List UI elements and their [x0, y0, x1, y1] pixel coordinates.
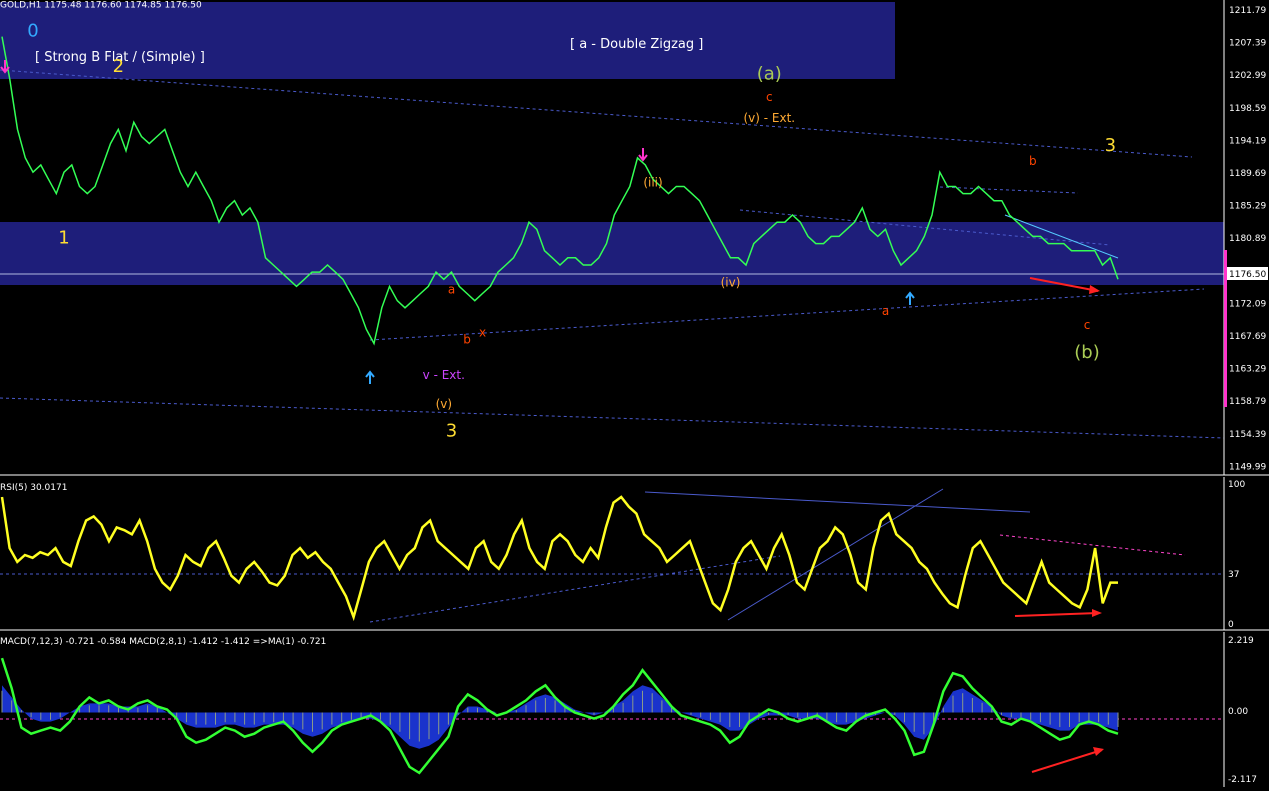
rsi-series-line [0, 495, 1118, 622]
price-tick-label: 1172.09 [1229, 299, 1266, 309]
macd-tick-top: 2.219 [1228, 636, 1254, 646]
rsi-tick-37: 37 [1228, 570, 1239, 580]
current-price-tag [1226, 267, 1268, 280]
price-tick-label: 1207.39 [1229, 39, 1266, 49]
trendline-lower [0, 397, 1225, 439]
price-panel: GOLD,H1 1175.48 1176.60 1174.85 1176.50 … [0, 0, 1269, 476]
price-tick-label: 1180.89 [1229, 234, 1266, 244]
trendline-channel [739, 209, 1111, 246]
price-tick-label: 1211.79 [1229, 6, 1266, 16]
current-price-label: 1176.50 [1229, 270, 1266, 280]
trendline-wedge [1004, 214, 1119, 259]
rsi-tick-0: 0 [1228, 620, 1234, 630]
macd-signal-line [0, 657, 1119, 775]
box-strong-b-flat [0, 2, 895, 79]
arrow-up-icon [905, 291, 915, 305]
macd-tick-zero: 0.00 [1228, 707, 1248, 717]
wave-label: v - Ext. [423, 368, 465, 382]
trendline-upper [0, 69, 1193, 158]
red-arrow-icon [1029, 277, 1099, 292]
price-tick-label: 1189.69 [1229, 169, 1266, 179]
wave-label: (iv) [721, 275, 741, 289]
wave-label: (v) - Ext. [743, 111, 795, 125]
range-marker [1224, 250, 1227, 407]
wave-label: 0 [27, 21, 38, 42]
red-arrow-icon [1014, 612, 1099, 617]
wave-label: a [448, 283, 455, 297]
price-axis-ticks: 1211.79 1207.39 1202.99 1198.59 1194.19 1189.… [1229, 6, 1266, 472]
trendline-short [939, 186, 1079, 194]
wave-label: (a) [757, 63, 782, 84]
instrument-header: GOLD,H1 1175.48 1176.60 1174.85 1176.50 [0, 1, 202, 11]
price-tick-label: 1158.79 [1229, 397, 1266, 407]
wave-label: x [479, 325, 486, 339]
price-tick-label: 1163.29 [1229, 365, 1266, 375]
wave-label: 1 [58, 228, 69, 249]
macd-panel: MACD(7,12,3) -0.721 -0.584 MACD(2,8,1) -… [0, 632, 1257, 787]
box-range-band [0, 222, 1224, 285]
macd-tick-bottom: -2.117 [1228, 775, 1257, 785]
price-tick-label: 1194.19 [1229, 136, 1266, 146]
price-tick-label: 1149.99 [1229, 462, 1266, 472]
price-series-line [1, 36, 1119, 346]
trendline-mid [369, 288, 1205, 341]
wave-label: b [1029, 154, 1037, 168]
red-arrow-head-icon [1093, 747, 1104, 756]
rsi-trendline-rising [727, 488, 944, 621]
wave-label: b [463, 333, 471, 347]
rsi-tick-100: 100 [1228, 480, 1245, 490]
rsi-title: RSI(5) 30.0171 [0, 483, 67, 493]
red-arrow-head-icon [1092, 609, 1102, 617]
price-tick-label: 1202.99 [1229, 71, 1266, 81]
wave-label: 2 [113, 56, 124, 77]
rsi-trendline-top [644, 491, 1031, 513]
wave-label: 3 [1105, 135, 1116, 156]
wave-label: c [766, 90, 773, 104]
red-arrow-head-icon [1089, 285, 1100, 294]
box-label-double-zigzag: [ a - Double Zigzag ] [570, 37, 703, 52]
macd-title: MACD(7,12,3) -0.721 -0.584 MACD(2,8,1) -… [0, 637, 326, 647]
price-tick-label: 1167.69 [1229, 332, 1266, 342]
wave-label: (v) [436, 397, 452, 411]
arrow-up-icon [365, 370, 375, 384]
rsi-trendline-pink [999, 534, 1186, 556]
arrow-down-icon [0, 60, 10, 74]
price-tick-label: 1198.59 [1229, 104, 1266, 114]
wave-label: (b) [1074, 342, 1099, 363]
price-tick-label: 1185.29 [1229, 202, 1266, 212]
arrow-down-icon [638, 148, 648, 162]
rsi-panel: RSI(5) 30.0171 100 37 0 [0, 477, 1269, 631]
wave-label: c [1084, 318, 1091, 332]
wave-label: 3 [446, 420, 457, 441]
red-arrow-icon [1031, 749, 1103, 773]
wave-label: a [882, 304, 889, 318]
box-label-strong-b-flat: [ Strong B Flat / (Simple) ] [35, 50, 205, 65]
price-tick-label: 1154.39 [1229, 430, 1266, 440]
wave-label: (iii) [643, 176, 662, 190]
